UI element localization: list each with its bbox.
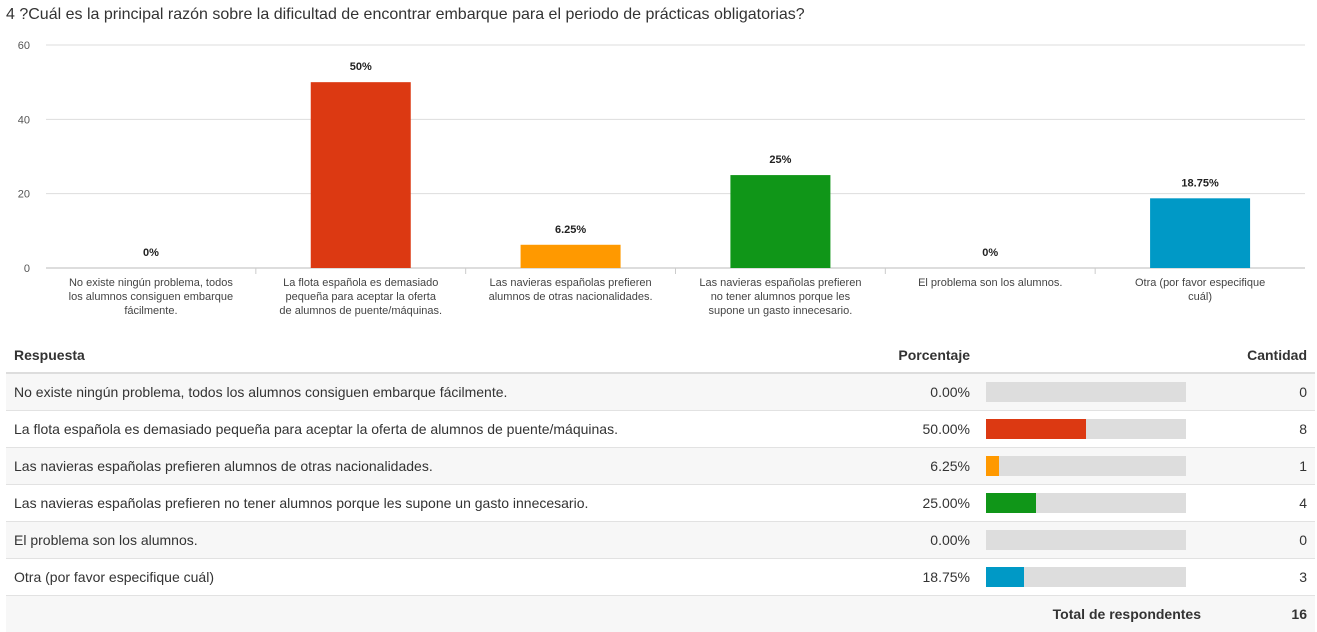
bar-cell (978, 522, 1209, 559)
table-row: Las navieras españolas prefieren alumnos… (6, 448, 1315, 485)
bar (1150, 198, 1250, 268)
chart-grid: 0 20 40 60 (18, 40, 1305, 275)
bar-cell (978, 559, 1209, 596)
table-row: Las navieras españolas prefieren no tene… (6, 485, 1315, 522)
bar-cell (978, 485, 1209, 522)
percent-bar-track (986, 419, 1186, 439)
header-count: Cantidad (1209, 337, 1315, 373)
bar (730, 175, 830, 268)
answer-cell: Otra (por favor especifique cuál) (6, 559, 822, 596)
percent-bar-fill (986, 567, 1024, 587)
percent-bar-track (986, 456, 1186, 476)
total-spacer (822, 596, 978, 632)
percent-bar-fill (986, 456, 999, 476)
count-cell: 0 (1209, 522, 1315, 559)
bar-data-label: 0% (143, 247, 159, 259)
count-cell: 8 (1209, 411, 1315, 448)
header-bar (978, 337, 1209, 373)
total-value: 16 (1209, 596, 1315, 632)
table-row: El problema son los alumnos.0.00% 0 (6, 522, 1315, 559)
count-cell: 3 (1209, 559, 1315, 596)
percent-bar-fill (986, 493, 1036, 513)
count-cell: 0 (1209, 373, 1315, 411)
bar-data-label: 50% (350, 61, 372, 73)
table-row: Otra (por favor especifique cuál)18.75% 3 (6, 559, 1315, 596)
y-tick-label: 40 (18, 114, 30, 126)
percent-cell: 0.00% (822, 522, 978, 559)
table-row: La flota española es demasiado pequeña p… (6, 411, 1315, 448)
percent-bar-track (986, 493, 1186, 513)
bar-data-label: 0% (982, 247, 998, 259)
x-category-label: El problema son los alumnos. (918, 277, 1062, 289)
percent-cell: 0.00% (822, 373, 978, 411)
bar-chart: 0 20 40 60 0% No existe ningún problema, tod… (0, 0, 1317, 330)
bar-cell (978, 411, 1209, 448)
header-answer: Respuesta (6, 337, 822, 373)
count-cell: 4 (1209, 485, 1315, 522)
header-percent: Porcentaje (822, 337, 978, 373)
percent-cell: 50.00% (822, 411, 978, 448)
answer-cell: Las navieras españolas prefieren alumnos… (6, 448, 822, 485)
percent-bar-track (986, 530, 1186, 550)
y-tick-label: 60 (18, 40, 30, 52)
bar (311, 82, 411, 268)
bar-data-label: 25% (769, 154, 791, 166)
chart-bars (311, 82, 1250, 268)
table-row: No existe ningún problema, todos los alu… (6, 373, 1315, 411)
percent-bar-track (986, 567, 1186, 587)
answer-cell: No existe ningún problema, todos los alu… (6, 373, 822, 411)
percent-cell: 25.00% (822, 485, 978, 522)
y-tick-label: 20 (18, 189, 30, 201)
count-cell: 1 (1209, 448, 1315, 485)
bar (521, 245, 621, 268)
answer-cell: Las navieras españolas prefieren no tene… (6, 485, 822, 522)
y-tick-label: 0 (24, 263, 30, 275)
bar-data-label: 6.25% (555, 224, 586, 236)
bar-data-label: 18.75% (1181, 177, 1219, 189)
total-spacer (6, 596, 822, 632)
percent-cell: 6.25% (822, 448, 978, 485)
answer-cell: La flota española es demasiado pequeña p… (6, 411, 822, 448)
percent-cell: 18.75% (822, 559, 978, 596)
percent-bar-track (986, 382, 1186, 402)
results-table: Respuesta Porcentaje Cantidad No existe … (6, 337, 1315, 632)
bar-cell (978, 448, 1209, 485)
percent-bar-fill (986, 419, 1086, 439)
bar-cell (978, 373, 1209, 411)
table-header-row: Respuesta Porcentaje Cantidad (6, 337, 1315, 373)
total-label: Total de respondentes (978, 596, 1209, 632)
answer-cell: El problema son los alumnos. (6, 522, 822, 559)
